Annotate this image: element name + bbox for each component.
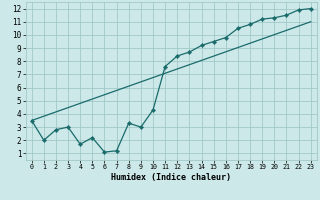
X-axis label: Humidex (Indice chaleur): Humidex (Indice chaleur): [111, 173, 231, 182]
